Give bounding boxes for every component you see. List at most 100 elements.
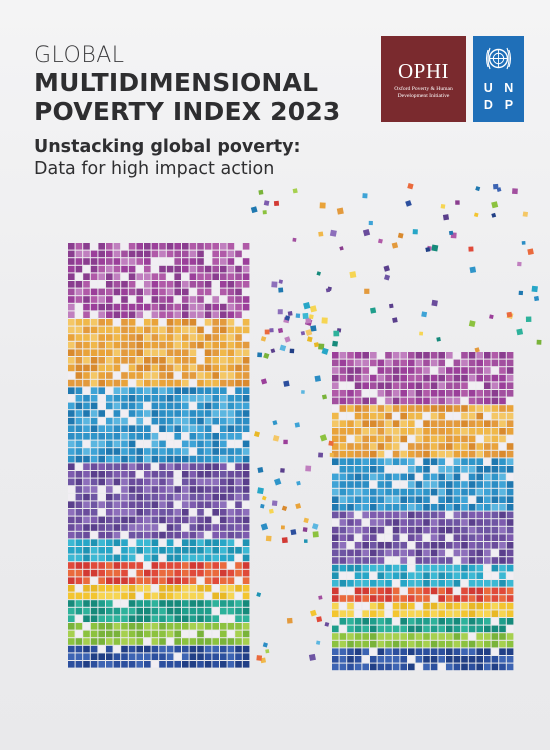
mosaic-square: [68, 357, 75, 364]
mosaic-square: [446, 473, 453, 481]
mosaic-square: [339, 564, 347, 572]
mosaic-square: [392, 564, 400, 572]
mosaic-square: [113, 638, 121, 645]
mosaic-square: [242, 569, 250, 577]
mosaic-square: [166, 349, 174, 356]
mosaic-square: [400, 580, 407, 587]
mosaic-square: [83, 440, 90, 448]
mosaic-square: [189, 440, 197, 448]
mosaic-square: [242, 600, 250, 607]
mosaic-square: [83, 509, 90, 516]
mosaic-square: [90, 615, 98, 622]
mosaic-square: [370, 519, 377, 526]
mosaic-square: [332, 595, 339, 602]
mosaic-square: [144, 478, 151, 486]
mosaic-square: [151, 539, 159, 546]
mosaic-square: [430, 496, 438, 503]
mosaic-square: [189, 455, 197, 463]
mosaic-square: [90, 585, 98, 592]
mosaic-square: [182, 455, 189, 463]
mosaic-square: [113, 630, 121, 638]
mosaic-square: [159, 372, 166, 379]
mosaic-square: [506, 572, 514, 579]
mosaic-square: [197, 273, 204, 280]
mosaic-square: [362, 633, 369, 640]
mosaic-square: [121, 379, 128, 387]
mosaic-square: [166, 501, 174, 508]
mosaic-square: [166, 326, 174, 334]
mosaic-square: [151, 395, 159, 402]
mosaic-square: [400, 511, 407, 519]
mosaic-square: [446, 504, 453, 511]
mosaic-square: [204, 615, 212, 622]
mosaic-square: [212, 569, 219, 577]
mosaic-square: [400, 542, 407, 549]
mosaic-square: [75, 273, 83, 280]
mosaic-square: [235, 592, 242, 600]
mosaic-square: [90, 448, 98, 455]
mosaic-square: [75, 577, 83, 584]
mosaic-square: [227, 357, 235, 364]
mosaic-square: [136, 585, 143, 592]
mosaic-square: [354, 564, 362, 572]
mosaic-square: [90, 547, 98, 554]
mosaic-square: [68, 585, 75, 592]
mosaic-square: [68, 607, 75, 615]
mosaic-square: [385, 390, 392, 397]
mosaic-square: [499, 435, 506, 443]
mosaic-square: [377, 564, 385, 572]
mosaic-square: [212, 387, 219, 394]
mosaic-square: [75, 326, 83, 334]
mosaic-square: [362, 534, 369, 541]
mosaic-square: [392, 352, 400, 359]
mosaic-square: [182, 600, 189, 607]
mosaic-square: [83, 630, 90, 638]
mosaic-square: [332, 564, 339, 572]
mosaic-square: [499, 352, 506, 359]
mosaic-square: [106, 326, 113, 334]
confetti-square: [312, 531, 319, 538]
mosaic-square: [128, 661, 136, 668]
mosaic-square: [197, 395, 204, 402]
mosaic-square: [354, 595, 362, 602]
mosaic-square: [151, 585, 159, 592]
mosaic-square: [174, 326, 181, 334]
mosaic-square: [144, 265, 151, 273]
mosaic-square: [189, 471, 197, 478]
mosaic-square: [227, 448, 235, 455]
mosaic-square: [468, 564, 476, 572]
mosaic-square: [476, 435, 483, 443]
mosaic-square: [136, 615, 143, 622]
mosaic-square: [392, 557, 400, 564]
mosaic-square: [491, 557, 499, 564]
mosaic-square: [227, 486, 235, 493]
mosaic-square: [354, 397, 362, 405]
mosaic-square: [75, 478, 83, 486]
mosaic-square: [159, 524, 166, 531]
mosaic-square: [68, 638, 75, 645]
mosaic-square: [128, 455, 136, 463]
confetti-square: [521, 240, 526, 245]
mosaic-square: [227, 539, 235, 546]
mosaic-square: [159, 478, 166, 486]
confetti-square: [339, 246, 344, 251]
mosaic-square: [128, 334, 136, 341]
mosaic-square: [189, 524, 197, 531]
mosaic-square: [430, 534, 438, 541]
mosaic-square: [506, 648, 514, 655]
mosaic-square: [136, 516, 143, 524]
mosaic-square: [385, 450, 392, 458]
mosaic-square: [227, 615, 235, 622]
mosaic-square: [189, 288, 197, 296]
mosaic-square: [446, 428, 453, 435]
mosaic-square: [220, 524, 227, 531]
mosaic-square: [453, 519, 461, 526]
mosaic-square: [75, 311, 83, 318]
mosaic-square: [506, 610, 514, 617]
mosaic-square: [484, 382, 491, 389]
mosaic-square: [235, 607, 242, 615]
mosaic-square: [174, 319, 181, 326]
mosaic-square: [347, 595, 354, 602]
mosaic-square: [377, 595, 385, 602]
confetti-square: [533, 295, 540, 302]
